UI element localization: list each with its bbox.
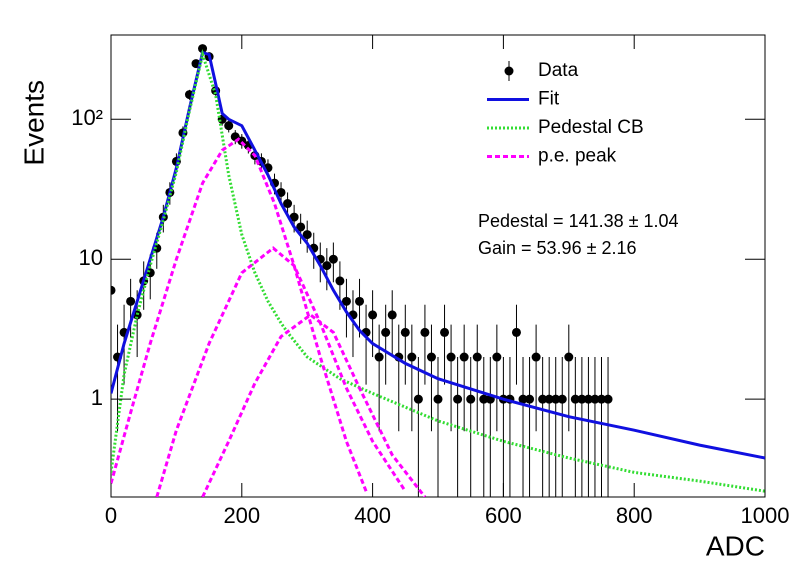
annotation: Gain = 53.96 ± 2.16 bbox=[478, 238, 637, 258]
data-point bbox=[387, 310, 397, 320]
x-tick-label: 0 bbox=[105, 503, 117, 528]
data-point bbox=[440, 327, 450, 337]
data-point bbox=[283, 199, 293, 209]
data-point bbox=[551, 394, 561, 404]
data-point bbox=[355, 296, 365, 306]
legend-label: Fit bbox=[538, 89, 560, 110]
data-point bbox=[453, 394, 463, 404]
x-axis-label: ADC bbox=[706, 530, 765, 561]
data-point bbox=[577, 394, 587, 404]
data-point bbox=[322, 261, 332, 271]
data-point bbox=[335, 276, 345, 286]
y-tick-label: 10² bbox=[71, 105, 103, 130]
data-point bbox=[328, 254, 338, 264]
data-point bbox=[583, 394, 593, 404]
data-point bbox=[446, 352, 456, 362]
data-point bbox=[511, 327, 521, 337]
data-point bbox=[368, 310, 378, 320]
curve bbox=[111, 137, 427, 497]
legend-label: Data bbox=[538, 60, 579, 81]
data-point bbox=[492, 352, 502, 362]
data-point bbox=[479, 394, 489, 404]
x-tick-label: 600 bbox=[485, 503, 522, 528]
x-tick-label: 400 bbox=[354, 503, 391, 528]
data-point bbox=[603, 394, 613, 404]
y-tick-label: 10 bbox=[79, 245, 103, 270]
data-point bbox=[198, 44, 208, 54]
data-point bbox=[433, 394, 443, 404]
data-point bbox=[289, 212, 299, 222]
data-point bbox=[426, 352, 436, 362]
data-point bbox=[381, 327, 391, 337]
legend-marker bbox=[504, 66, 514, 76]
annotation: Pedestal = 141.38 ± 1.04 bbox=[478, 211, 679, 231]
data-point bbox=[538, 394, 548, 404]
x-tick-label: 1000 bbox=[741, 503, 790, 528]
plot-area bbox=[111, 44, 765, 497]
data-point bbox=[518, 394, 528, 404]
y-axis-label: Events bbox=[18, 80, 49, 166]
data-point bbox=[564, 352, 574, 362]
data-point bbox=[597, 394, 606, 404]
data-point bbox=[126, 296, 136, 306]
data-point bbox=[525, 394, 535, 404]
data-point bbox=[341, 296, 351, 306]
legend-label: p.e. peak bbox=[538, 146, 617, 167]
data-point bbox=[466, 394, 476, 404]
data-point bbox=[557, 394, 567, 404]
data-point bbox=[302, 230, 312, 240]
curve bbox=[111, 48, 765, 493]
data-point bbox=[420, 327, 430, 337]
data-point bbox=[590, 394, 600, 404]
data-point bbox=[413, 394, 423, 404]
data-point bbox=[570, 394, 580, 404]
x-tick-label: 200 bbox=[223, 503, 260, 528]
data-point bbox=[374, 352, 384, 362]
data-point bbox=[400, 327, 410, 337]
data-point bbox=[472, 352, 482, 362]
data-point bbox=[531, 352, 541, 362]
data-point bbox=[224, 121, 234, 131]
data-point bbox=[459, 352, 469, 362]
x-tick-label: 800 bbox=[616, 503, 653, 528]
legend-label: Pedestal CB bbox=[538, 117, 644, 138]
data-point bbox=[276, 187, 286, 197]
y-tick-label: 1 bbox=[91, 385, 103, 410]
data-point bbox=[111, 285, 116, 295]
data-point bbox=[296, 222, 306, 232]
curve bbox=[111, 50, 765, 460]
data-point bbox=[544, 394, 554, 404]
data-point bbox=[407, 352, 417, 362]
